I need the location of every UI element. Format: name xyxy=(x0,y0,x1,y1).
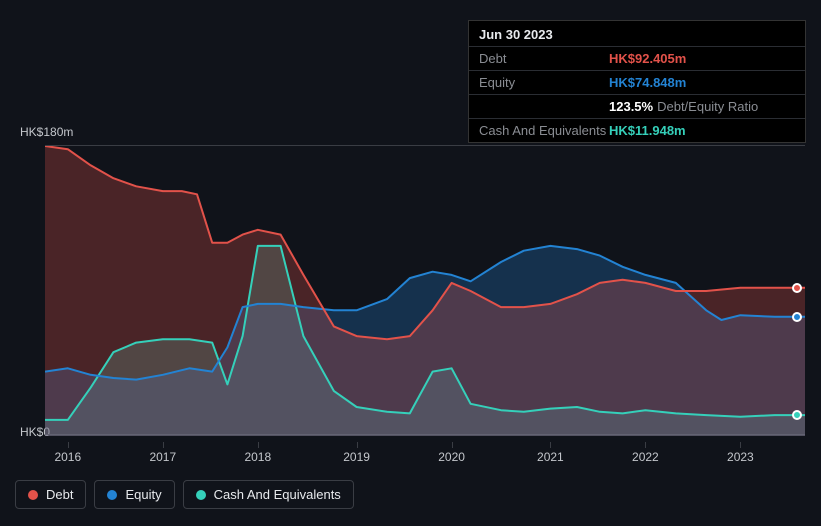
plot-area[interactable] xyxy=(45,145,805,435)
legend-label: Equity xyxy=(125,487,161,502)
x-tick xyxy=(740,442,741,448)
x-axis-label: 2021 xyxy=(537,450,564,464)
equity-marker xyxy=(792,312,802,322)
tooltip-row: EquityHK$74.848m xyxy=(469,71,805,95)
x-axis-label: 2017 xyxy=(149,450,176,464)
legend-item-cash-and-equivalents[interactable]: Cash And Equivalents xyxy=(183,480,354,509)
tooltip-date: Jun 30 2023 xyxy=(469,21,805,47)
chart-legend: Debt Equity Cash And Equivalents xyxy=(15,480,354,509)
tooltip-row-label: Debt xyxy=(479,51,609,66)
y-axis-max-label: HK$180m xyxy=(20,125,73,139)
tooltip-row: 123.5%Debt/Equity Ratio xyxy=(469,95,805,119)
debt-marker xyxy=(792,283,802,293)
x-tick xyxy=(645,442,646,448)
legend-item-debt[interactable]: Debt xyxy=(15,480,86,509)
debt-equity-chart: HK$180m HK$0 201620172018201920202021202… xyxy=(15,125,805,440)
legend-swatch xyxy=(107,490,117,500)
x-axis-label: 2016 xyxy=(54,450,81,464)
tooltip-row-label xyxy=(479,99,609,114)
tooltip-row-label: Cash And Equivalents xyxy=(479,123,609,138)
chart-svg xyxy=(45,146,805,436)
x-tick xyxy=(163,442,164,448)
x-axis-label: 2023 xyxy=(727,450,754,464)
tooltip-row-value: HK$92.405m xyxy=(609,51,686,66)
x-tick xyxy=(68,442,69,448)
x-axis: 2016 2017 2018 2019 2020 2021 2022 2023 xyxy=(45,440,805,470)
legend-swatch xyxy=(28,490,38,500)
x-tick xyxy=(258,442,259,448)
tooltip-row-label: Equity xyxy=(479,75,609,90)
legend-swatch xyxy=(196,490,206,500)
legend-item-equity[interactable]: Equity xyxy=(94,480,174,509)
tooltip-row: DebtHK$92.405m xyxy=(469,47,805,71)
x-tick xyxy=(550,442,551,448)
cash-marker xyxy=(792,410,802,420)
tooltip-row: Cash And EquivalentsHK$11.948m xyxy=(469,119,805,142)
x-tick xyxy=(357,442,358,448)
x-axis-label: 2022 xyxy=(632,450,659,464)
x-axis-label: 2018 xyxy=(244,450,271,464)
x-axis-label: 2019 xyxy=(343,450,370,464)
legend-label: Debt xyxy=(46,487,73,502)
x-axis-label: 2020 xyxy=(438,450,465,464)
tooltip-row-value: HK$11.948m xyxy=(609,123,686,138)
x-tick xyxy=(452,442,453,448)
tooltip-row-value: HK$74.848m xyxy=(609,75,686,90)
legend-label: Cash And Equivalents xyxy=(214,487,341,502)
tooltip-ratio: 123.5%Debt/Equity Ratio xyxy=(609,99,758,114)
chart-tooltip: Jun 30 2023 DebtHK$92.405mEquityHK$74.84… xyxy=(468,20,806,143)
